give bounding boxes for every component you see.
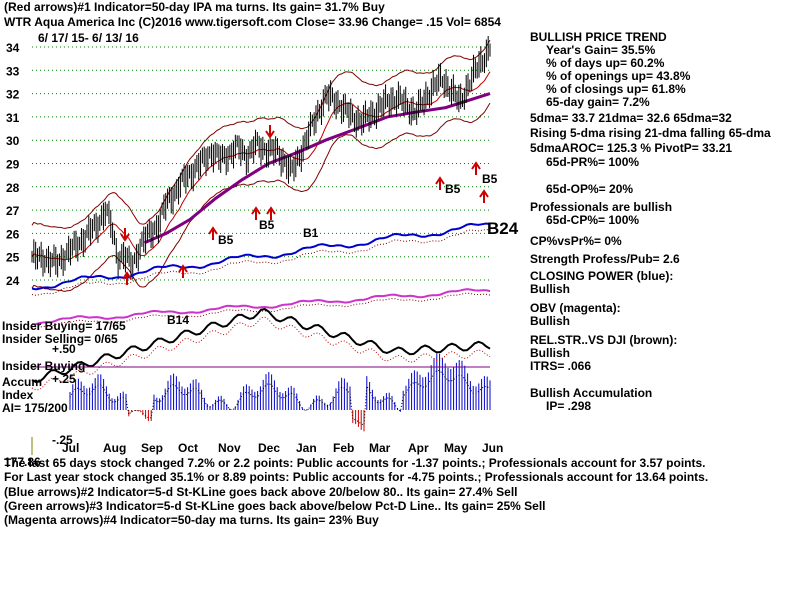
overlap-value: 177.86 bbox=[4, 455, 41, 469]
month-label: Apr bbox=[408, 441, 429, 455]
y-tick-label: 29 bbox=[6, 158, 20, 172]
plus-25-label: +.25 bbox=[52, 372, 76, 386]
y-tick-label: 33 bbox=[6, 64, 20, 78]
insider-buying-ratio: Insider Buying= 17/65 bbox=[2, 319, 126, 333]
obv-line bbox=[31, 288, 491, 326]
dma-values: 5dma= 33.7 21dma= 32.6 65dma=32 bbox=[530, 111, 732, 125]
y-tick-label: 34 bbox=[6, 41, 20, 55]
lower-band-line bbox=[31, 102, 491, 292]
footer-last-year: For Last year stock changed 35.1% or 8.8… bbox=[4, 470, 709, 484]
month-label: Dec bbox=[258, 441, 280, 455]
dma-direction: Rising 5-dma rising 21-dma falling 65-dm… bbox=[530, 126, 771, 140]
signal-label: B1 bbox=[303, 226, 319, 240]
signal-label: B5 bbox=[482, 172, 498, 186]
footer-blue-arrows: (Blue arrows)#2 Indicator=5-d St-KLine g… bbox=[4, 485, 518, 499]
month-label: Sep bbox=[141, 441, 163, 455]
signal-label: B5 bbox=[445, 182, 461, 196]
years-gain: Year's Gain= 35.5% bbox=[546, 43, 656, 57]
accumulation-index-bars bbox=[69, 353, 491, 432]
ip-value: IP= .298 bbox=[546, 399, 592, 413]
month-label: Feb bbox=[333, 441, 354, 455]
strength: Strength Profess/Pub= 2.6 bbox=[530, 252, 680, 266]
signal-arrow bbox=[208, 226, 218, 240]
header-indicator: (Red arrows)#1 Indicator=50-day IPA ma t… bbox=[4, 0, 385, 14]
y-tick-label: 24 bbox=[6, 274, 20, 288]
signal-arrow bbox=[265, 125, 275, 139]
month-label: Jan bbox=[296, 441, 317, 455]
trend-title: BULLISH PRICE TREND bbox=[530, 30, 667, 44]
y-tick-label: 31 bbox=[6, 111, 20, 125]
signal-arrow bbox=[122, 271, 132, 285]
signal-arrow bbox=[251, 206, 261, 220]
professionals: Professionals are bullish bbox=[530, 200, 673, 214]
month-label: Jul bbox=[62, 441, 79, 455]
signal-annotations: B5 B5 B1 B5 B5 B24 B14 bbox=[167, 172, 519, 327]
relstr-label: REL.STR..VS DJI (brown): bbox=[530, 333, 678, 347]
plus-50-label: +.50 bbox=[52, 342, 76, 356]
minus-25-label: -.25 bbox=[52, 433, 73, 447]
date-range: 6/ 17/ 15- 6/ 13/ 16 bbox=[38, 31, 139, 45]
month-label: Aug bbox=[103, 441, 126, 455]
relstr-value: Bullish bbox=[530, 346, 571, 360]
pr65: 65d-PR%= 100% bbox=[546, 155, 640, 169]
y-tick-label: 26 bbox=[6, 227, 20, 241]
y-tick-label: 27 bbox=[6, 204, 20, 218]
signal-label: B24 bbox=[487, 219, 519, 238]
signal-label: B5 bbox=[259, 218, 275, 232]
aroc-pivot: 5dmaAROC= 125.3 % PivotP= 33.21 bbox=[530, 141, 733, 155]
signal-arrow bbox=[479, 189, 489, 203]
itrs: ITRS= .066 bbox=[530, 359, 592, 373]
closing-power-line bbox=[31, 222, 491, 291]
closing-power-ma-line bbox=[31, 228, 491, 296]
gain-65: 65-day gain= 7.2% bbox=[546, 95, 650, 109]
signal-arrow bbox=[471, 161, 481, 175]
y-tick-label: 30 bbox=[6, 134, 20, 148]
y-tick-label: 25 bbox=[6, 251, 20, 265]
days-up: % of days up= 60.2% bbox=[546, 56, 665, 70]
ai-label: AI= 175/200 bbox=[2, 401, 68, 415]
signal-arrow bbox=[435, 176, 445, 190]
obv-label: OBV (magenta): bbox=[530, 301, 621, 315]
obv-value: Bullish bbox=[530, 314, 571, 328]
signal-arrow bbox=[120, 228, 130, 242]
signal-arrow bbox=[266, 206, 276, 220]
accumulation-label: Bullish Accumulation bbox=[530, 386, 653, 400]
month-axis-labels: Jul Aug Sep Oct Nov Dec Jan Feb Mar Apr May Jun bbox=[62, 441, 503, 455]
footer-magenta-arrows: (Magenta arrows)#4 Indicator=50-day ma t… bbox=[4, 513, 379, 527]
signal-arrows bbox=[120, 125, 489, 285]
y-tick-label: 32 bbox=[6, 88, 20, 102]
closing-power-value: Bullish bbox=[530, 282, 571, 296]
signal-arrow bbox=[178, 264, 188, 278]
footer-green-arrows: (Green arrows)#3 Indicator=5-d St-KLine … bbox=[4, 499, 546, 513]
insider-selling-ratio: Insider Selling= 0/65 bbox=[2, 332, 118, 346]
index-label: Index bbox=[2, 388, 34, 402]
header-quote: WTR Aqua America Inc (C)2016 www.tigerso… bbox=[4, 15, 501, 29]
y-tick-label: 28 bbox=[6, 181, 20, 195]
accum-label: Accum bbox=[2, 375, 43, 389]
openings-up: % of openings up= 43.8% bbox=[546, 69, 691, 83]
closing-power-label: CLOSING POWER (blue): bbox=[530, 269, 674, 283]
cp-vs-pr: CP%vsPr%= 0% bbox=[530, 234, 622, 248]
price-bars bbox=[31, 36, 491, 280]
upper-band-line bbox=[31, 39, 491, 229]
month-label: Nov bbox=[218, 441, 241, 455]
closings-up: % of closings up= 61.8% bbox=[546, 82, 686, 96]
cp65: 65d-CP%= 100% bbox=[546, 213, 640, 227]
op65: 65d-OP%= 20% bbox=[546, 182, 634, 196]
stats-panel: BULLISH PRICE TREND Year's Gain= 35.5% %… bbox=[530, 31, 798, 413]
month-label: Oct bbox=[178, 441, 198, 455]
relative-strength-line bbox=[31, 308, 491, 384]
month-label: May bbox=[444, 441, 468, 455]
insider-buying-label: Insider Buying bbox=[2, 359, 86, 373]
footer-65-days: The last 65 days stock changed 7.2% or 2… bbox=[4, 456, 706, 470]
month-label: Mar bbox=[369, 441, 391, 455]
signal-label: B5 bbox=[218, 233, 234, 247]
month-label: Jun bbox=[482, 441, 503, 455]
signal-label: B14 bbox=[167, 313, 189, 327]
price-axis-ticks: 24 25 26 27 28 29 30 31 32 33 34 bbox=[6, 41, 20, 288]
